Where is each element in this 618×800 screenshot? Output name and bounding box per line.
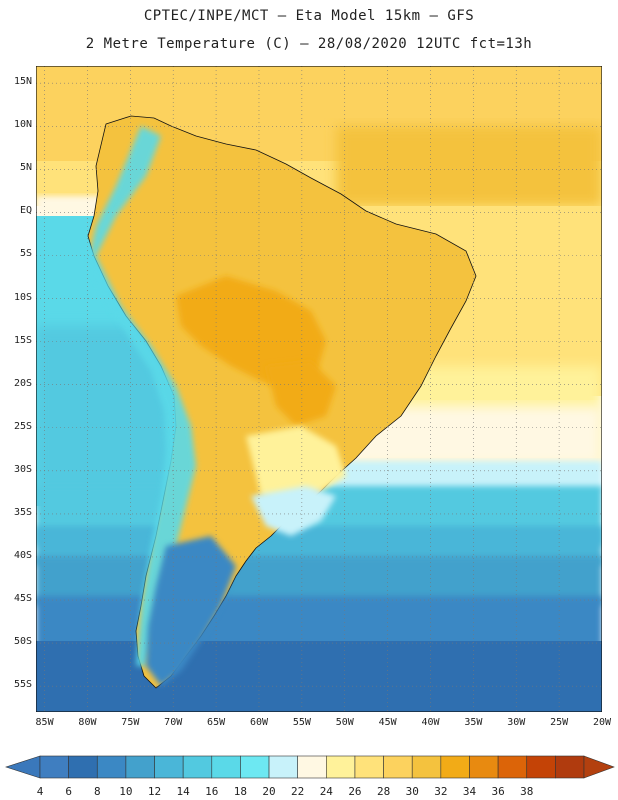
colorbar-swatch [497, 755, 528, 779]
map-panel [36, 66, 602, 712]
warm-core-east [266, 361, 336, 426]
lon-tick-label: 55W [292, 717, 311, 728]
pale-zone-uruguay [251, 486, 336, 536]
colorbar-tick-label: 34 [462, 785, 477, 798]
ocean-band-south-5 [36, 641, 602, 712]
colorbar-tick-label: 28 [376, 785, 391, 798]
colorbar-tick-label: 24 [319, 785, 333, 798]
colorbar-tick-label: 4 [36, 785, 44, 798]
colorbar-tick-label: 14 [176, 785, 190, 798]
lon-tick-label: 75W [121, 717, 140, 728]
colorbar-swatch [268, 755, 298, 779]
colorbar-over-arrow [583, 755, 615, 779]
lon-tick-label: 20W [592, 717, 612, 728]
lat-tick-label: 10N [13, 119, 32, 131]
lat-tick-label: 35S [13, 506, 32, 518]
patagonia-cold [146, 536, 236, 686]
colorbar-swatch [297, 755, 327, 779]
lon-tick-label: 45W [378, 717, 397, 728]
temperature-map [36, 66, 602, 712]
colorbar-swatch [469, 755, 499, 779]
lat-tick-label: 5N [19, 162, 32, 174]
lon-tick-label: 30W [507, 717, 526, 728]
colorbar-swatch [354, 755, 384, 779]
lon-tick-label: 50W [335, 717, 354, 728]
lat-tick-label: 30S [13, 463, 32, 475]
lat-tick-label: 45S [13, 593, 32, 605]
lat-tick-label: EQ [19, 205, 32, 217]
colorbar-tick-label: 22 [291, 785, 305, 798]
lon-tick-label: 35W [464, 717, 483, 728]
lon-tick-label: 40W [421, 717, 440, 728]
title-line-1: CPTEC/INPE/MCT – Eta Model 15km – GFS [143, 8, 475, 24]
ocean-band-atlantic-north [336, 126, 602, 206]
lat-tick-label: 25S [13, 420, 32, 432]
lat-tick-label: 55S [13, 679, 32, 691]
colorbar-swatch [211, 755, 241, 779]
andes-cold-strip [88, 126, 196, 666]
colorbar [5, 755, 615, 779]
colorbar-tick-label: 8 [93, 785, 101, 798]
mild-zone-south [246, 426, 346, 506]
colorbar-tick-label: 32 [434, 785, 448, 798]
lon-tick-label: 85W [35, 717, 54, 728]
colorbar-tick-label: 6 [65, 785, 72, 798]
colorbar-tick-label: 10 [119, 785, 133, 798]
colorbar-tick-label: 26 [348, 785, 362, 798]
lon-tick-label: 65W [207, 717, 226, 728]
lon-tick-label: 70W [164, 717, 183, 728]
colorbar-swatch [526, 755, 556, 779]
colorbar-swatch [326, 755, 356, 779]
colorbar-swatch [411, 755, 442, 779]
colorbar-swatch [240, 755, 270, 779]
lon-tick-label: 80W [78, 717, 97, 728]
lat-tick-label: 40S [13, 549, 32, 561]
title-line-2: 2 Metre Temperature (C) – 28/08/2020 12U… [85, 36, 533, 52]
colorbar-swatch [383, 755, 413, 779]
lat-tick-label: 20S [13, 377, 32, 389]
colorbar-swatch [68, 755, 98, 779]
colorbar-tick-label: 36 [491, 785, 505, 798]
colorbar-tick-label: 12 [147, 785, 162, 798]
colorbar-swatch [154, 755, 184, 779]
colorbar-swatch [96, 755, 127, 779]
colorbar-swatch [440, 755, 470, 779]
colorbar-tick-label: 18 [233, 785, 248, 798]
lat-tick-label: 15N [13, 76, 32, 88]
colorbar-swatch [555, 755, 585, 779]
lat-tick-label: 5S [19, 248, 32, 260]
colorbar-tick-label: 30 [405, 785, 419, 798]
colorbar-tick-label: 38 [520, 785, 534, 798]
colorbar-swatch [39, 755, 69, 779]
lat-tick-label: 15S [13, 334, 32, 346]
lat-tick-label: 50S [13, 636, 32, 648]
colorbar-swatch [182, 755, 213, 779]
lon-tick-label: 60W [249, 717, 268, 728]
colorbar-tick-label: 16 [205, 785, 219, 798]
colorbar-swatch [125, 755, 155, 779]
lon-tick-label: 25W [550, 717, 569, 728]
warm-core-amazon [176, 276, 326, 391]
colorbar-tick-label: 20 [262, 785, 276, 798]
colorbar-under-arrow [5, 755, 41, 779]
lat-tick-label: 10S [13, 291, 32, 303]
